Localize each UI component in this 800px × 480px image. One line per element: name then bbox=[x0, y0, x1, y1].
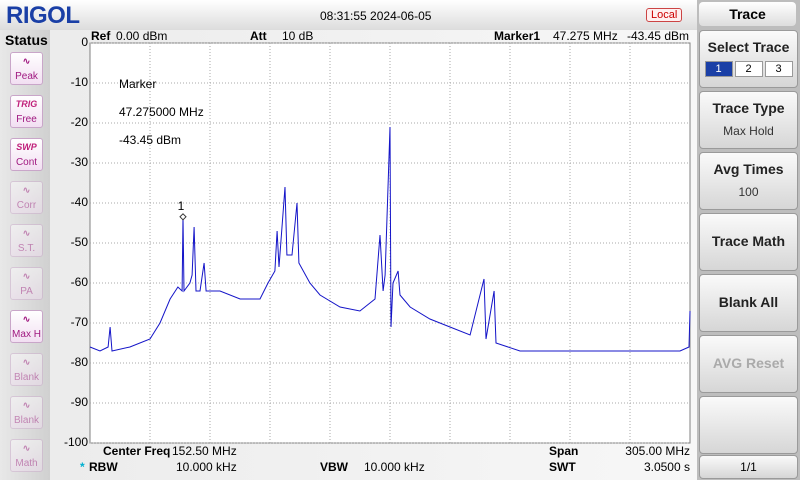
marker-number: 1 bbox=[178, 199, 185, 213]
status-button[interactable]: ∿ Math bbox=[10, 439, 43, 472]
local-badge[interactable]: Local bbox=[646, 8, 683, 22]
plot-info: 152.50 MHz bbox=[172, 444, 237, 458]
trace-option[interactable]: 2 bbox=[734, 61, 763, 77]
status-button[interactable]: ∿ Corr bbox=[10, 181, 43, 214]
trace bbox=[89, 126, 691, 352]
plot-info: 47.275 MHz bbox=[553, 29, 618, 43]
status-label: Blank bbox=[13, 372, 39, 383]
menu-value: Max Hold bbox=[723, 124, 774, 138]
status-label: Math bbox=[15, 458, 38, 469]
plot-info: Ref bbox=[91, 29, 111, 43]
menu-value: 100 bbox=[738, 185, 759, 199]
y-tick-label: -90 bbox=[71, 395, 89, 409]
status-icon: ∿ bbox=[22, 56, 31, 66]
plot-info: 10.000 kHz bbox=[176, 460, 237, 474]
datetime: 08:31:55 2024-06-05 bbox=[320, 9, 432, 23]
y-tick-label: -50 bbox=[71, 235, 89, 249]
status-tag: TRIG bbox=[15, 99, 38, 109]
plot-info: Att bbox=[250, 29, 267, 43]
y-tick-label: -40 bbox=[71, 195, 89, 209]
plot-info: RBW bbox=[89, 460, 118, 474]
menu-label: Avg Times bbox=[713, 161, 784, 177]
menu-page: 1/1 bbox=[699, 455, 798, 479]
y-tick-label: -80 bbox=[71, 355, 89, 369]
status-label: Cont bbox=[15, 157, 38, 168]
status-button[interactable]: ∿ Blank bbox=[10, 396, 43, 429]
menu-button[interactable]: Avg Times 100 bbox=[699, 152, 798, 210]
status-button[interactable]: SWP Cont bbox=[10, 138, 43, 171]
plot-info: Center Freq bbox=[103, 444, 170, 458]
menu-label: Select Trace bbox=[707, 39, 790, 55]
plot-info: 10.000 kHz bbox=[364, 460, 425, 474]
status-button[interactable]: ∿ Peak bbox=[10, 52, 43, 85]
plot-info: -43.45 dBm bbox=[627, 29, 689, 43]
status-icon: ∿ bbox=[22, 271, 31, 281]
plot-info: 47.275000 MHz bbox=[119, 105, 204, 119]
y-tick-label: -30 bbox=[71, 155, 89, 169]
plot-info: Marker1 bbox=[494, 29, 540, 43]
menu-button[interactable] bbox=[699, 396, 798, 454]
status-title: Status bbox=[5, 32, 48, 48]
status-button[interactable]: ∿ Max H bbox=[10, 310, 43, 343]
menu-button[interactable]: Trace Type Max Hold bbox=[699, 91, 798, 149]
menu-label: Trace Math bbox=[711, 233, 786, 249]
status-label: S.T. bbox=[17, 243, 36, 254]
y-tick-label: -100 bbox=[64, 435, 88, 449]
status-tag: SWP bbox=[16, 142, 37, 152]
status-button[interactable]: ∿ Blank bbox=[10, 353, 43, 386]
status-label: Blank bbox=[13, 415, 39, 426]
plot-info: VBW bbox=[320, 460, 349, 474]
menu-label: AVG Reset bbox=[712, 355, 785, 371]
status-label: Corr bbox=[16, 200, 37, 211]
status-icon: ∿ bbox=[22, 228, 31, 238]
status-button[interactable]: ∿ PA bbox=[10, 267, 43, 300]
plot-info: * bbox=[80, 460, 85, 474]
status-label: PA bbox=[20, 286, 33, 297]
plot-info: -43.45 dBm bbox=[119, 133, 181, 147]
menu-label: Blank All bbox=[718, 294, 779, 310]
status-label: Max H bbox=[12, 329, 41, 340]
menu-button[interactable]: AVG Reset bbox=[699, 335, 798, 393]
y-tick-label: -10 bbox=[71, 75, 89, 89]
plot-info: 10 dB bbox=[282, 29, 313, 43]
status-button[interactable]: ∿ S.T. bbox=[10, 224, 43, 257]
menu-button[interactable]: Trace Math bbox=[699, 213, 798, 271]
plot-info: Span bbox=[549, 444, 578, 458]
status-icon: ∿ bbox=[22, 443, 31, 453]
status-icon: ∿ bbox=[22, 314, 31, 324]
y-tick-label: 0 bbox=[81, 35, 88, 49]
trace-option[interactable]: 1 bbox=[704, 61, 733, 77]
status-label: Free bbox=[16, 114, 37, 125]
status-icon: ∿ bbox=[22, 185, 31, 195]
plot-info: 0.00 dBm bbox=[116, 29, 167, 43]
menu-panel: Trace Select Trace 1 2 3 Trace Type Max Hold A… bbox=[697, 0, 800, 480]
y-tick-label: -60 bbox=[71, 275, 89, 289]
status-icon: ∿ bbox=[22, 357, 31, 367]
plot-info: 3.0500 s bbox=[644, 460, 690, 474]
status-button[interactable]: TRIG Free bbox=[10, 95, 43, 128]
menu-button[interactable]: Select Trace 1 2 3 bbox=[699, 30, 798, 88]
status-label: Peak bbox=[15, 71, 38, 82]
status-panel: Status ∿ Peak TRIG Free SWP Cont ∿ Corr ∿ S.T. ∿ PA… bbox=[0, 30, 50, 480]
menu-button[interactable]: Blank All bbox=[699, 274, 798, 332]
trace-option[interactable]: 3 bbox=[764, 61, 793, 77]
plot-info: Marker bbox=[119, 77, 156, 91]
status-icon: ∿ bbox=[22, 400, 31, 410]
top-bar: RIGOL 08:31:55 2024-06-05 Local bbox=[0, 0, 697, 30]
menu-label: Trace Type bbox=[712, 100, 785, 116]
y-tick-label: -70 bbox=[71, 315, 89, 329]
brand: RIGOL bbox=[6, 2, 80, 29]
plot-info: SWT bbox=[549, 460, 576, 474]
plot-info: 305.00 MHz bbox=[625, 444, 690, 458]
menu-title: Trace bbox=[699, 2, 796, 26]
marker-diamond bbox=[179, 213, 187, 221]
y-tick-label: -20 bbox=[71, 115, 89, 129]
